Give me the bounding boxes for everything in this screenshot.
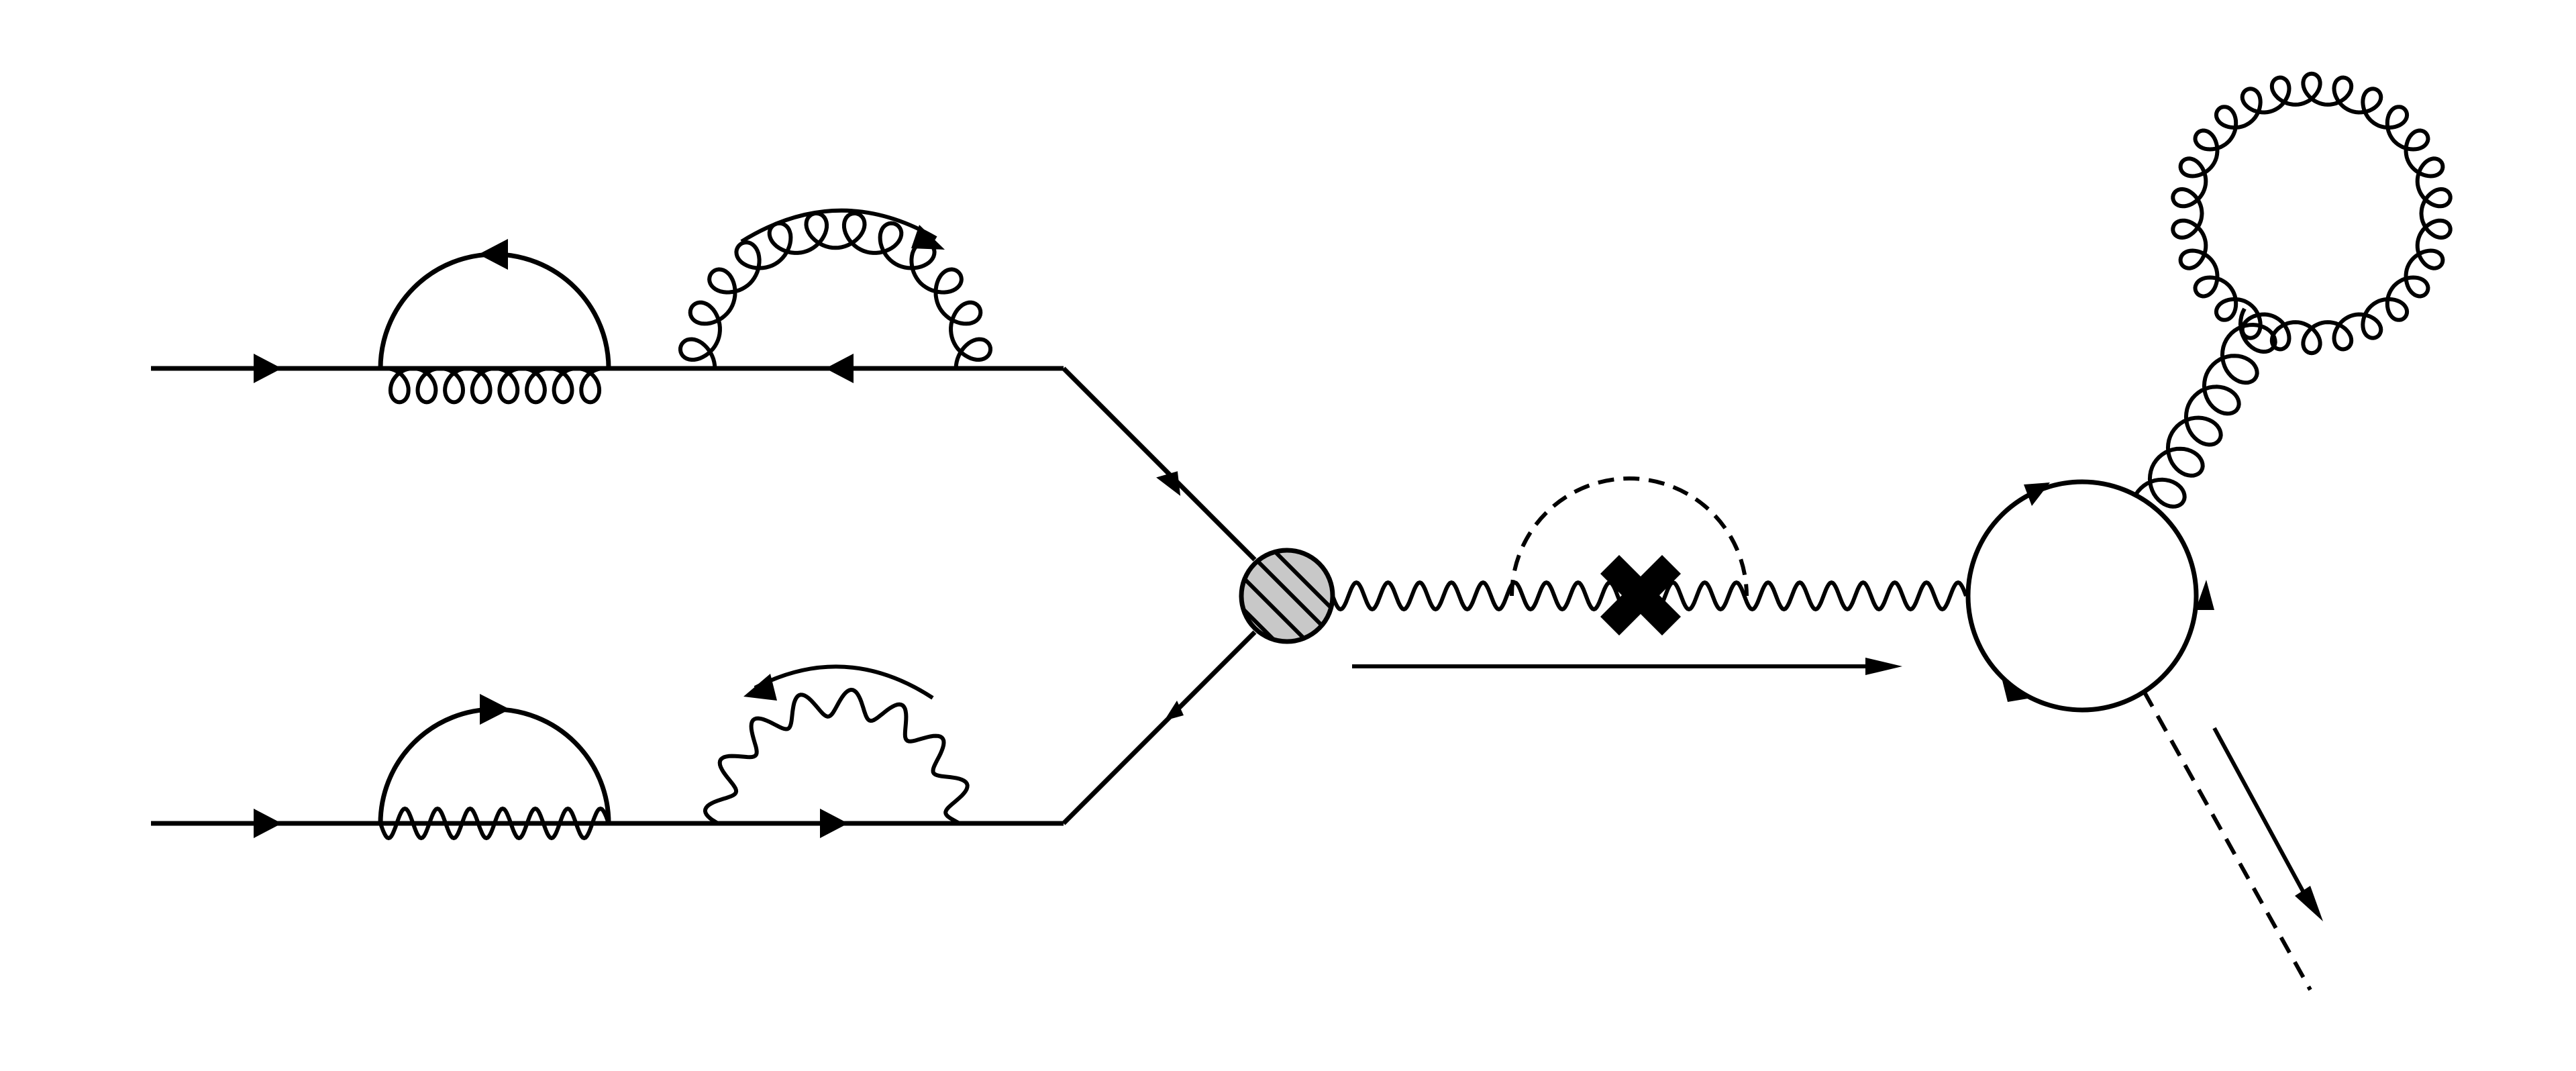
momentum-arrow-head-icon [2295,886,2323,921]
fermion-arrow-icon [825,354,854,383]
momentum-arrow-head-icon [743,674,777,701]
momentum-arrow [754,664,934,700]
photon-momentum-arrow [1352,658,1902,675]
upper-gluon-self-energy-loop [678,208,992,369]
fermion-arrow-icon [254,354,282,383]
upper-fermion-self-energy-loop [378,239,611,405]
counterterm-cross-icon [1600,555,1681,635]
momentum-arrow-head-icon [1865,658,1902,675]
fermion-arrow-icon [480,694,510,725]
gluon-tadpole-line [2134,307,2277,509]
fermion-arrow-icon [478,239,508,270]
fermion-arrow-icon [2024,482,2050,506]
fermion-arrow-icon [2001,675,2032,702]
fermion-arrow-icon [1164,701,1184,721]
closed-fermion-loop [1965,479,2214,713]
fermion-arrow-icon [254,809,282,838]
lower-fermion-self-energy-loop [378,694,611,841]
outgoing-scalar-line [2142,690,2323,991]
dashed-scalar-loop [1510,476,1749,597]
lower-photon-self-energy-loop [703,664,970,825]
momentum-arrow [740,208,937,244]
fermion-arrow-icon [820,809,848,838]
gluon-tadpole-loop [2171,71,2453,356]
incoming-diagonal-fermion-lines [1062,366,1257,825]
hatched-interaction-blob [1239,548,1335,644]
fermion-arrow-icon [1156,471,1181,497]
fermion-arrow-icon [2196,580,2214,610]
momentum-arrow-head-icon [911,225,945,250]
